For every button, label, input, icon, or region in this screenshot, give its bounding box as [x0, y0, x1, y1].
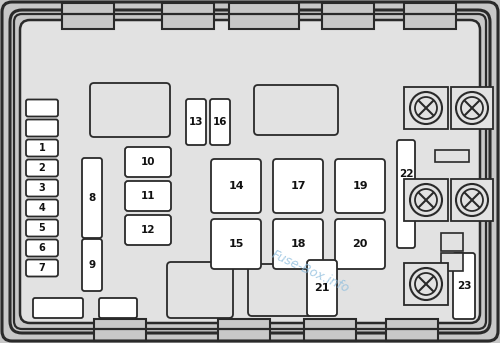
- Bar: [386, 319, 438, 341]
- Bar: [451, 179, 493, 221]
- FancyBboxPatch shape: [307, 260, 337, 316]
- Bar: [435, 150, 469, 162]
- Circle shape: [456, 184, 488, 216]
- Text: 23: 23: [457, 281, 471, 291]
- Text: 22: 22: [399, 169, 413, 179]
- FancyBboxPatch shape: [254, 85, 338, 135]
- Circle shape: [415, 189, 437, 211]
- Circle shape: [410, 92, 442, 124]
- Circle shape: [461, 189, 483, 211]
- FancyBboxPatch shape: [453, 253, 475, 319]
- FancyBboxPatch shape: [335, 159, 385, 213]
- FancyBboxPatch shape: [210, 99, 230, 145]
- Bar: [404, 179, 448, 221]
- Text: 10: 10: [141, 157, 155, 167]
- Circle shape: [415, 97, 437, 119]
- FancyBboxPatch shape: [248, 264, 312, 316]
- FancyBboxPatch shape: [397, 140, 415, 248]
- Text: 14: 14: [228, 181, 244, 191]
- FancyBboxPatch shape: [90, 83, 170, 137]
- Bar: [62, 3, 114, 29]
- FancyBboxPatch shape: [186, 99, 206, 145]
- Bar: [451, 87, 493, 129]
- Text: 2: 2: [38, 163, 46, 173]
- Text: 3: 3: [38, 183, 46, 193]
- Text: 6: 6: [38, 243, 46, 253]
- Bar: [94, 319, 146, 341]
- Text: 7: 7: [38, 263, 46, 273]
- Text: 20: 20: [352, 239, 368, 249]
- FancyBboxPatch shape: [125, 147, 171, 177]
- FancyBboxPatch shape: [211, 159, 261, 213]
- FancyBboxPatch shape: [26, 200, 58, 216]
- Bar: [404, 3, 456, 29]
- FancyBboxPatch shape: [26, 179, 58, 197]
- Text: 9: 9: [88, 260, 96, 270]
- Text: 11: 11: [141, 191, 155, 201]
- Bar: [441, 253, 463, 271]
- FancyBboxPatch shape: [99, 298, 137, 318]
- FancyBboxPatch shape: [26, 140, 58, 156]
- FancyBboxPatch shape: [273, 159, 323, 213]
- FancyBboxPatch shape: [26, 119, 58, 137]
- FancyBboxPatch shape: [33, 298, 83, 318]
- FancyBboxPatch shape: [10, 10, 490, 333]
- FancyBboxPatch shape: [211, 219, 261, 269]
- Text: 12: 12: [141, 225, 155, 235]
- Text: 15: 15: [228, 239, 244, 249]
- FancyBboxPatch shape: [82, 158, 102, 238]
- Bar: [162, 3, 214, 29]
- FancyBboxPatch shape: [82, 239, 102, 291]
- Circle shape: [456, 92, 488, 124]
- Text: 1: 1: [38, 143, 46, 153]
- Circle shape: [410, 268, 442, 300]
- Text: 19: 19: [352, 181, 368, 191]
- FancyBboxPatch shape: [167, 262, 233, 318]
- Circle shape: [415, 273, 437, 295]
- Text: 17: 17: [290, 181, 306, 191]
- Text: 5: 5: [38, 223, 46, 233]
- Bar: [322, 3, 374, 29]
- FancyBboxPatch shape: [335, 219, 385, 269]
- Bar: [441, 233, 463, 251]
- FancyBboxPatch shape: [26, 159, 58, 177]
- FancyBboxPatch shape: [125, 181, 171, 211]
- FancyBboxPatch shape: [125, 215, 171, 245]
- FancyBboxPatch shape: [26, 239, 58, 257]
- FancyBboxPatch shape: [26, 99, 58, 117]
- Text: 21: 21: [314, 283, 330, 293]
- Bar: [404, 87, 448, 129]
- FancyBboxPatch shape: [20, 20, 480, 323]
- Bar: [304, 319, 356, 341]
- Bar: [404, 263, 448, 305]
- Text: 18: 18: [290, 239, 306, 249]
- Text: 16: 16: [213, 117, 227, 127]
- Circle shape: [410, 184, 442, 216]
- FancyBboxPatch shape: [273, 219, 323, 269]
- Text: 8: 8: [88, 193, 96, 203]
- Circle shape: [461, 97, 483, 119]
- FancyBboxPatch shape: [26, 260, 58, 276]
- Text: 13: 13: [189, 117, 203, 127]
- Text: 4: 4: [38, 203, 46, 213]
- FancyBboxPatch shape: [26, 220, 58, 237]
- Bar: [229, 3, 299, 29]
- Text: Fuse-Box.info: Fuse-Box.info: [269, 248, 351, 296]
- Bar: [218, 319, 270, 341]
